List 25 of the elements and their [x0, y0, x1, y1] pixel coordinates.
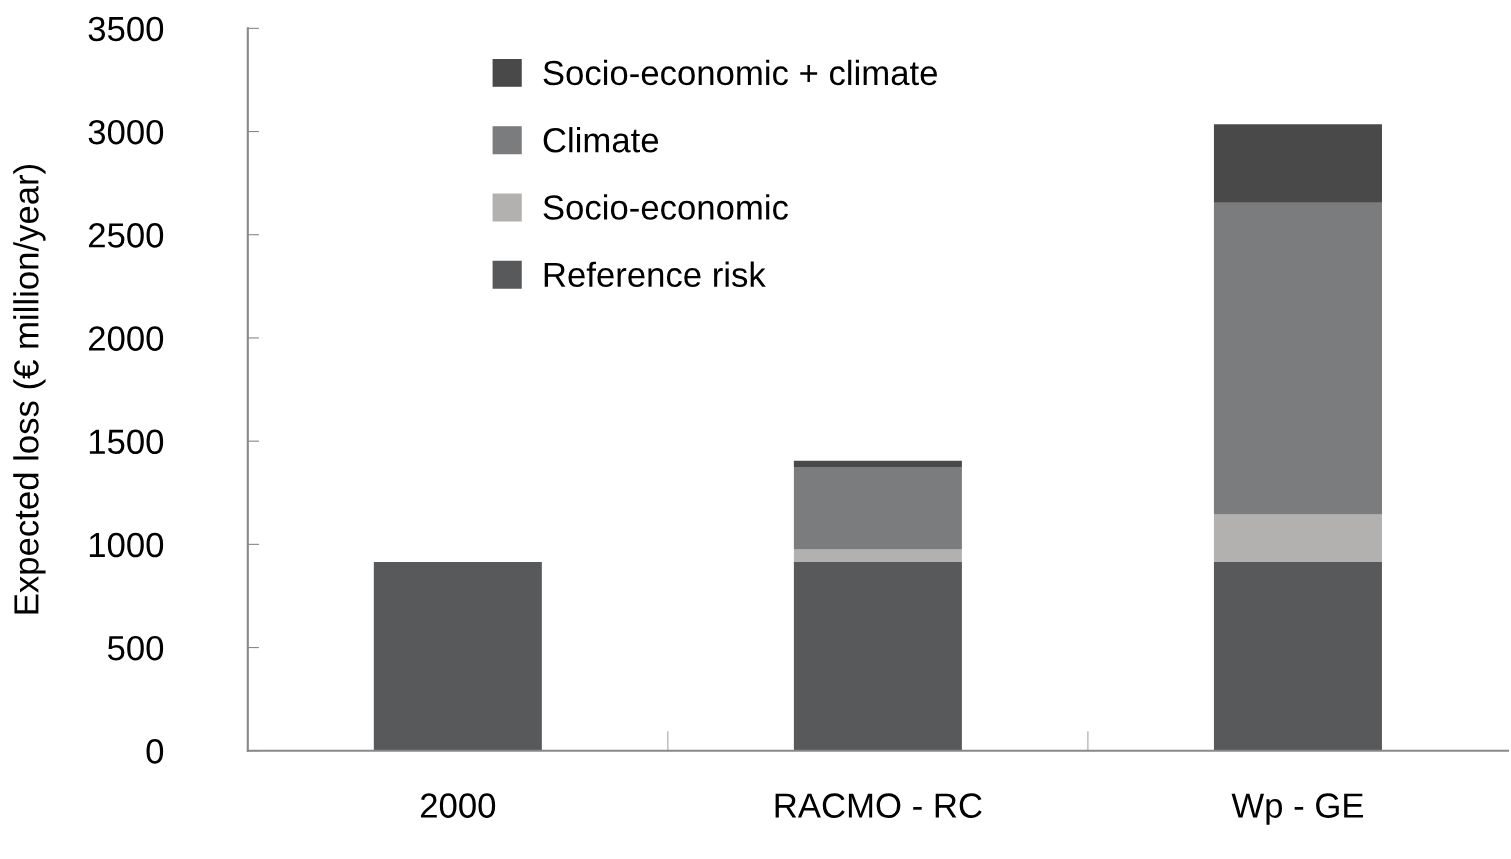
y-tick-label: 3500	[88, 16, 164, 42]
bar	[1213, 514, 1382, 562]
bar	[373, 561, 542, 751]
x-tick-label: Wp - GE	[1231, 793, 1364, 825]
bar	[1213, 561, 1382, 751]
legend-label: Reference risk	[544, 261, 766, 288]
y-tick-label: 2500	[88, 223, 164, 248]
y-tick-label: 3000	[88, 119, 164, 145]
bar	[793, 466, 962, 550]
y-tick-label: 500	[107, 635, 164, 661]
bar	[793, 549, 962, 562]
legend-label: Climate	[543, 127, 659, 153]
y-axis-title: Expected loss (€ million/year)	[13, 164, 46, 614]
y-tick-label: 1500	[89, 429, 164, 455]
y-tick-label: 0	[146, 739, 164, 764]
bar	[793, 561, 962, 751]
x-tick-label: 2000	[420, 793, 496, 818]
legend-label: Socio-economic	[543, 194, 788, 220]
y-tick-label: 2000	[88, 326, 164, 351]
x-tick-label: RACMO - RC	[775, 793, 982, 818]
legend-label: Socio-economic + climate	[543, 59, 937, 86]
bar	[793, 460, 962, 467]
bar	[1213, 124, 1382, 203]
y-tick-label: 1000	[89, 532, 164, 558]
bar	[1213, 202, 1382, 515]
